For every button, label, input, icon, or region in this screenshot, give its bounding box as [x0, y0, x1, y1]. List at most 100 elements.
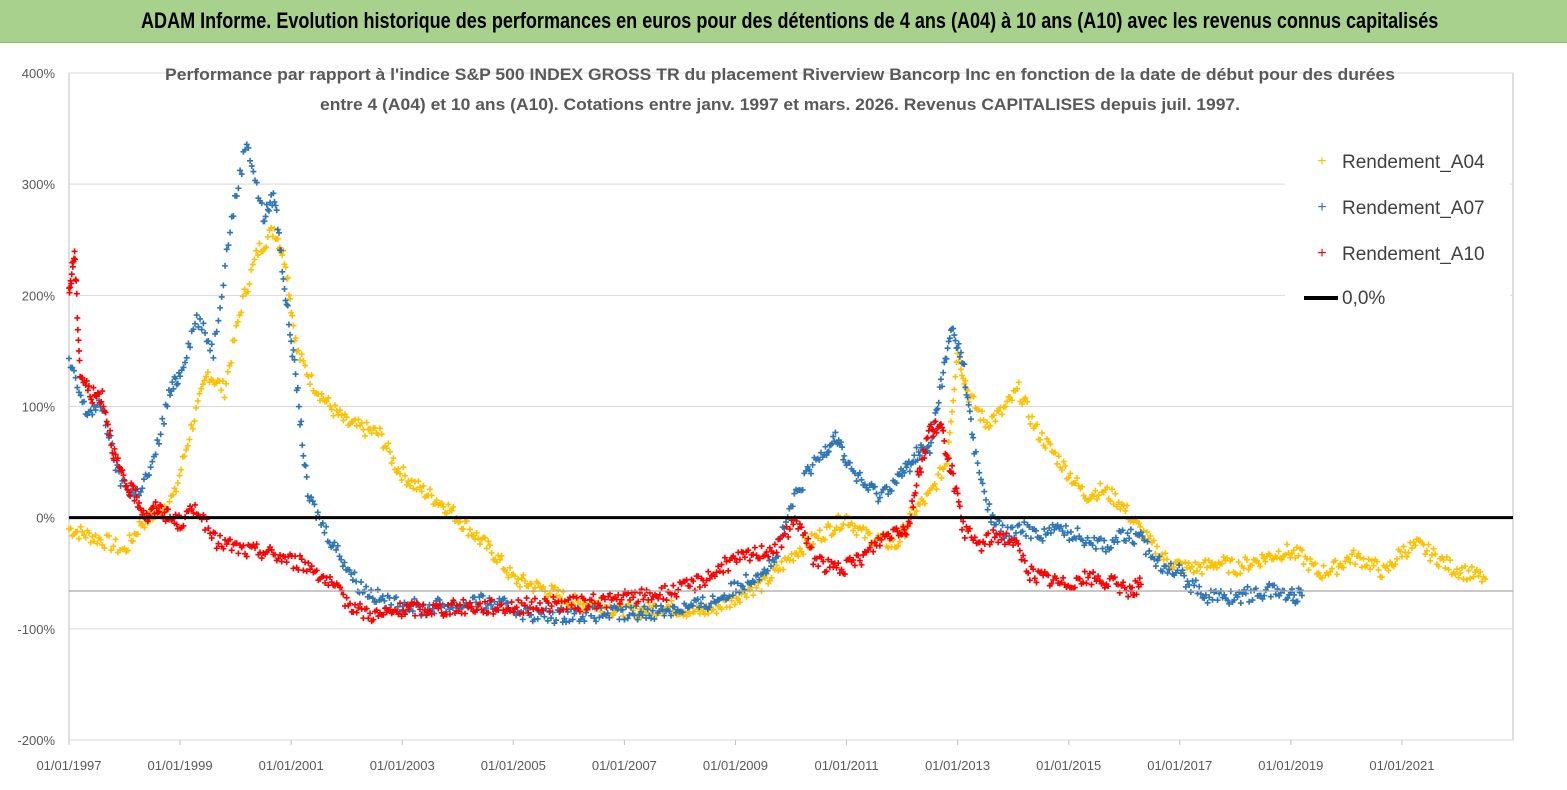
- data-point: [606, 614, 613, 621]
- data-point: [718, 606, 725, 613]
- data-point: [952, 373, 959, 380]
- data-point: [961, 361, 968, 368]
- data-point: [483, 605, 490, 612]
- data-point: [951, 332, 958, 339]
- y-tick-label: 300%: [22, 177, 56, 192]
- data-point: [960, 518, 967, 525]
- data-point: [75, 347, 82, 354]
- data-point: [99, 388, 106, 395]
- data-point: [790, 521, 797, 528]
- data-point: [80, 398, 87, 405]
- data-point: [314, 509, 321, 516]
- data-point: [108, 547, 115, 554]
- data-point: [846, 459, 853, 466]
- data-point: [981, 488, 988, 495]
- data-point: [428, 492, 435, 499]
- data-point: [438, 609, 445, 616]
- data-point: [739, 583, 746, 590]
- data-point: [1428, 551, 1435, 558]
- data-point: [1135, 520, 1142, 527]
- data-point: [906, 520, 913, 527]
- data-point: [866, 530, 873, 537]
- data-point: [1164, 569, 1171, 576]
- data-point: [1146, 547, 1153, 554]
- data-point: [98, 398, 105, 405]
- data-point: [933, 429, 940, 436]
- data-point: [1037, 436, 1044, 443]
- data-point: [1137, 523, 1144, 530]
- data-point: [184, 442, 191, 449]
- data-point: [895, 543, 902, 550]
- data-point: [1457, 569, 1464, 576]
- data-point: [77, 392, 84, 399]
- data-point: [485, 609, 492, 616]
- data-point: [100, 403, 107, 410]
- data-point: [1058, 579, 1065, 586]
- data-point: [220, 282, 227, 289]
- data-point: [758, 543, 765, 550]
- data-point: [563, 619, 570, 626]
- data-point: [1181, 572, 1188, 579]
- data-point: [695, 573, 702, 580]
- data-point: [378, 431, 385, 438]
- data-point: [536, 600, 543, 607]
- data-point: [161, 509, 168, 516]
- data-point: [827, 441, 834, 448]
- data-point: [616, 600, 623, 607]
- data-point: [931, 419, 938, 426]
- data-point: [355, 416, 362, 423]
- data-point: [103, 418, 110, 425]
- data-point: [1137, 581, 1144, 588]
- data-point: [1154, 543, 1160, 550]
- data-point: [706, 604, 713, 611]
- data-point: [912, 489, 919, 496]
- data-point: [377, 425, 384, 432]
- data-point: [493, 559, 500, 566]
- data-point: [1213, 564, 1220, 571]
- data-point: [75, 535, 82, 542]
- data-point: [923, 435, 930, 442]
- data-point: [283, 559, 290, 566]
- data-point: [1445, 566, 1452, 573]
- data-point: [328, 406, 335, 413]
- data-point: [1101, 584, 1108, 591]
- data-point: [248, 163, 255, 170]
- data-point: [902, 530, 909, 537]
- data-point: [268, 546, 275, 553]
- data-point: [1295, 552, 1302, 559]
- data-point: [706, 575, 713, 582]
- data-point: [152, 451, 159, 458]
- data-point: [703, 577, 710, 584]
- data-point: [956, 503, 963, 510]
- data-point: [271, 198, 278, 205]
- data-point: [701, 582, 708, 589]
- data-point: [378, 596, 385, 603]
- data-point: [328, 579, 335, 586]
- data-point: [187, 344, 194, 351]
- data-point: [208, 535, 215, 542]
- data-point: [157, 431, 164, 438]
- data-point: [294, 384, 301, 391]
- data-point: [89, 411, 96, 418]
- data-point: [325, 394, 332, 401]
- data-point: [145, 472, 152, 479]
- data-point: [1198, 570, 1205, 577]
- data-point: [242, 146, 249, 153]
- data-point: [649, 607, 656, 614]
- data-point: [347, 600, 354, 607]
- data-point: [460, 526, 467, 533]
- data-point: [455, 608, 462, 615]
- data-point: [1368, 557, 1375, 564]
- data-point: [815, 563, 822, 570]
- legend-label-zero-line: 0,0%: [1342, 288, 1385, 309]
- data-point: [803, 540, 810, 547]
- data-point: [352, 601, 359, 608]
- data-point: [962, 384, 969, 391]
- data-point: [1185, 560, 1192, 567]
- data-point: [132, 486, 139, 493]
- data-point: [397, 600, 404, 607]
- data-point: [1112, 534, 1119, 541]
- data-point: [809, 461, 816, 468]
- data-point: [728, 597, 735, 604]
- data-point: [863, 526, 870, 533]
